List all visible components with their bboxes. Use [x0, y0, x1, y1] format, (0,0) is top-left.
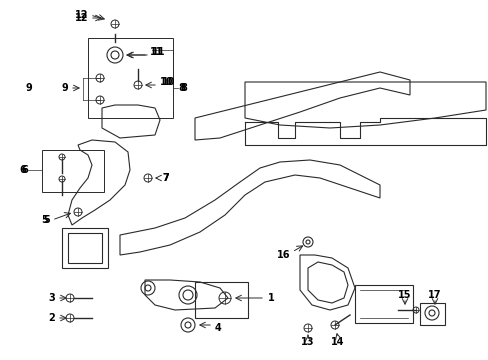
Text: 16: 16: [276, 250, 289, 260]
Text: 8: 8: [178, 83, 184, 93]
Text: 11: 11: [152, 47, 165, 57]
Text: 5: 5: [41, 215, 48, 225]
Text: 10: 10: [162, 77, 175, 87]
Text: 1: 1: [267, 293, 274, 303]
Text: 8: 8: [180, 83, 186, 93]
Text: 6: 6: [19, 165, 26, 175]
Text: 4: 4: [215, 323, 221, 333]
Bar: [88, 38, 173, 118]
Text: 12: 12: [74, 13, 88, 23]
Text: 11: 11: [150, 47, 163, 57]
Text: 2: 2: [48, 313, 55, 323]
Text: 3: 3: [48, 293, 55, 303]
Text: 15: 15: [397, 290, 411, 300]
Text: 13: 13: [301, 337, 314, 347]
Text: 7: 7: [162, 173, 168, 183]
Text: 7: 7: [162, 173, 168, 183]
Text: 5: 5: [43, 215, 50, 225]
Text: 6: 6: [21, 165, 28, 175]
Text: 10: 10: [160, 77, 173, 87]
Bar: [42, 150, 104, 192]
Bar: [419, 303, 444, 325]
Text: 9: 9: [61, 83, 68, 93]
Text: 12: 12: [74, 10, 88, 20]
Text: 14: 14: [330, 337, 344, 347]
Text: 9: 9: [25, 83, 32, 93]
Text: 17: 17: [427, 290, 441, 300]
